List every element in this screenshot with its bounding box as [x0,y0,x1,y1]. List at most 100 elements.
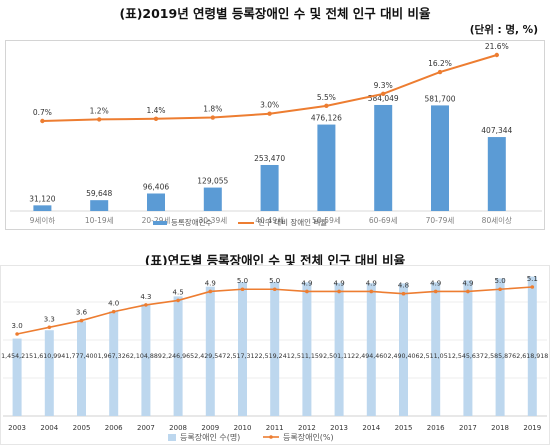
chart2-bar [431,282,441,416]
chart2-x-tick: 2004 [40,424,58,432]
chart1-bar-label: 476,126 [311,114,342,123]
chart2-bar-label: 2,511,159 [291,353,323,360]
chart2-bar [495,278,505,416]
chart2-line-label: 4.5 [173,288,184,296]
chart2-plot: 1,454,215 2003 1,610,994 2004 1,777,400 2005 1… [1,275,548,442]
chart1-line-label: 9.3% [374,81,393,90]
chart2-bar [238,281,247,416]
chart2-x-tick: 2006 [105,424,123,432]
chart1-x-tick: 70-79세 [426,216,455,225]
chart2-line-point [401,291,406,296]
chart1-line-label: 0.7% [33,108,52,117]
chart2-frame: 1,454,215 2003 1,610,994 2004 1,777,400 2005 1… [0,265,550,445]
chart2-x-tick: 2007 [137,424,155,432]
chart2-line-point [176,298,180,303]
chart2-x-tick: 2018 [491,424,509,432]
chart2-bar-label: 2,517,312 [226,353,258,360]
chart1-legend-line-label: 인구 대비 장애인 비율 [258,217,327,227]
chart2-bar [463,280,473,416]
chart2-line-label: 5.1 [527,275,538,283]
chart2-x-tick: 2015 [395,424,413,432]
chart1-line-point [437,69,443,75]
chart2-bar-label: 2,429,547 [194,353,226,360]
chart2-bar-label: 2,585,876 [484,353,516,360]
chart2-bar-label: 1,777,400 [65,353,97,360]
chart2-bar [302,282,312,416]
chart1-line-label: 1.4% [146,106,165,115]
chart2-x-tick: 2014 [362,424,380,432]
chart1-bar-label: 129,055 [197,177,228,186]
chart2-bar-label: 2,519,241 [259,353,291,360]
chart2-line-label: 4.3 [140,293,151,301]
chart2-line-label: 4.9 [334,279,345,287]
chart1-line-point [324,103,329,109]
chart2-line-label: 5.0 [495,277,506,285]
chart1-x-tick: 50-59세 [312,216,341,225]
chart2-line-point [337,289,341,294]
chart1-line-label: 21.6% [485,42,509,51]
chart2-line-label: 4.9 [366,279,377,287]
chart2-bar [334,282,344,416]
chart2-bar-label: 2,490,406 [387,353,419,360]
chart1-bar [431,105,449,211]
chart1-x-tick: 80세이상 [482,215,512,225]
chart2-line-label: 4.9 [301,279,312,287]
chart1-bar-label: 31,120 [29,194,55,203]
chart2-line-point [433,289,438,294]
chart1-bar [260,164,279,211]
chart1-line-point [381,91,386,97]
chart2-x-tick: 2013 [330,424,348,432]
chart1-x-tick: 40-49세 [255,216,284,225]
chart2-line-label: 4.8 [398,282,409,290]
chart1-bar [147,193,165,211]
chart1-bar [203,187,222,211]
chart1-x-tick: 10-19세 [85,216,114,225]
chart1-bar-label: 59,648 [86,189,112,198]
chart2-bar [12,338,22,416]
chart1-line-point [494,52,499,58]
chart1-bar [487,137,506,211]
chart2-x-tick: 2005 [73,424,91,432]
chart2-bar [205,286,215,416]
chart1-x-tick: 9세이하 [30,215,56,225]
chart1-plot: 31,120 9세이하 59,648 10-19세 96,406 20-29세 129,05… [10,42,542,227]
chart2-bar-label: 2,501,112 [323,353,355,360]
chart2-line-point [111,309,116,314]
chart2-line-label: 4.0 [108,300,119,308]
chart1-bar-label: 407,344 [481,126,512,135]
chart2-line-point [47,325,52,330]
chart2-legend-bar-label: 등록장애인 수(명) [180,432,240,442]
chart2-line-point [498,287,502,292]
chart1-line-point [97,117,102,122]
chart2-line-label: 3.3 [44,315,55,323]
chart2-x-tick: 2008 [169,424,187,432]
chart2-bar [173,296,183,416]
chart2-bar-label: 1,454,215 [1,353,33,360]
chart2-line-label: 3.0 [12,322,23,330]
chart2-bar-label: 2,494,460 [355,353,387,360]
chart1-line-label: 1.2% [90,106,109,115]
chart1-line-label: 5.5% [317,93,336,102]
chart2-x-tick: 2017 [459,424,477,432]
chart2-x-tick: 2003 [8,424,26,432]
chart2-line-point [144,303,148,307]
chart2-legend-line-label: 등록장애인(%) [283,432,334,442]
chart2-line-label: 5.0 [269,277,280,285]
chart1-x-tick: 60-69세 [369,216,398,225]
chart1-line-point [40,118,45,124]
chart2-line-label: 4.9 [430,279,441,287]
chart1-line-point [153,116,159,121]
chart2-bar-label: 2,104,889 [130,353,162,360]
chart2-legend-line-marker [269,435,273,439]
chart1-bar-label: 581,700 [424,94,455,103]
chart1-legend-bar-swatch [153,221,167,225]
chart2-legend-bar-swatch [168,434,176,441]
chart2-bar-label: 2,545,637 [452,353,484,360]
chart2-bar-label: 2,511,051 [420,353,452,360]
chart2-line-point [79,318,84,323]
chart2-bar-label: 2,618,918 [516,353,548,360]
chart1-line-label: 3.0% [260,101,279,110]
chart1-frame: 31,120 9세이하 59,648 10-19세 96,406 20-29세 129,05… [5,40,545,230]
chart1-line-label: 16.2% [428,59,452,68]
chart2-line-label: 5.0 [237,277,248,285]
